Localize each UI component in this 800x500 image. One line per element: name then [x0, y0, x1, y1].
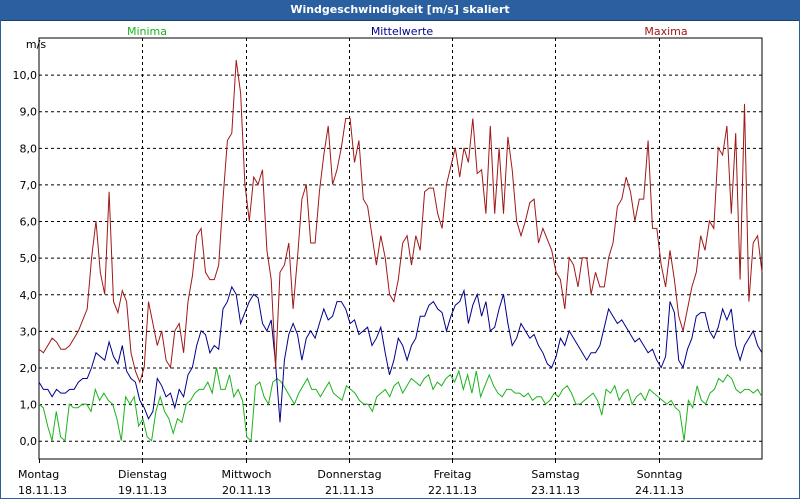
y-tick-label: 4,0 [20, 289, 38, 302]
x-tick-labels: Montag 18.11.13 Dienstag 19.11.13 Mittwoch 20… [18, 468, 684, 497]
y-axis-label: m/s [26, 38, 46, 51]
x-tick-day: Montag [18, 468, 59, 481]
x-tick-date: 21.11.13 [325, 484, 374, 497]
x-tick-date: 23.11.13 [531, 484, 580, 497]
y-tick-labels: 0,0 1,0 2,0 3,0 4,0 5,0 6,0 7,0 8,0 9,0 10,0 [13, 69, 38, 448]
x-tick-date: 19.11.13 [118, 484, 167, 497]
x-tick-day: Freitag [434, 468, 472, 481]
legend-maxima: Maxima [644, 25, 687, 38]
y-tick-label: 9,0 [20, 106, 38, 119]
series-maxima [38, 59, 763, 384]
x-tick-date: 20.11.13 [222, 484, 271, 497]
x-tick-date: 24.11.13 [635, 484, 684, 497]
legend-mittelwerte: Mittelwerte [371, 25, 434, 38]
x-tick-date: 18.11.13 [18, 484, 67, 497]
y-tick-label: 1,0 [20, 399, 38, 412]
y-tick-label: 2,0 [20, 362, 38, 375]
x-tick-day: Samstag [531, 468, 579, 481]
y-tick-label: 3,0 [20, 325, 38, 338]
y-tick-label: 0,0 [20, 435, 38, 448]
y-tick-label: 8,0 [20, 142, 38, 155]
y-tick-label: 5,0 [20, 252, 38, 265]
x-tick-day: Donnerstag [317, 468, 381, 481]
legend: Minima Mittelwerte Maxima [127, 25, 688, 38]
series-mittelwerte [38, 285, 763, 423]
window-title: Windgeschwindigkeit [m/s] skaliert [0, 0, 800, 21]
legend-minima: Minima [127, 25, 167, 38]
y-tick-label: 7,0 [20, 179, 38, 192]
grid-lines [38, 37, 763, 463]
plot-area-border [38, 37, 763, 460]
x-tick-day: Sonntag [637, 468, 683, 481]
x-tick-day: Mittwoch [222, 468, 272, 481]
y-tick-label: 6,0 [20, 216, 38, 229]
series-lines [38, 59, 763, 442]
series-minima [38, 367, 763, 442]
x-tick-day: Dienstag [118, 468, 167, 481]
x-tick-date: 22.11.13 [428, 484, 477, 497]
y-tick-label: 10,0 [13, 69, 38, 82]
